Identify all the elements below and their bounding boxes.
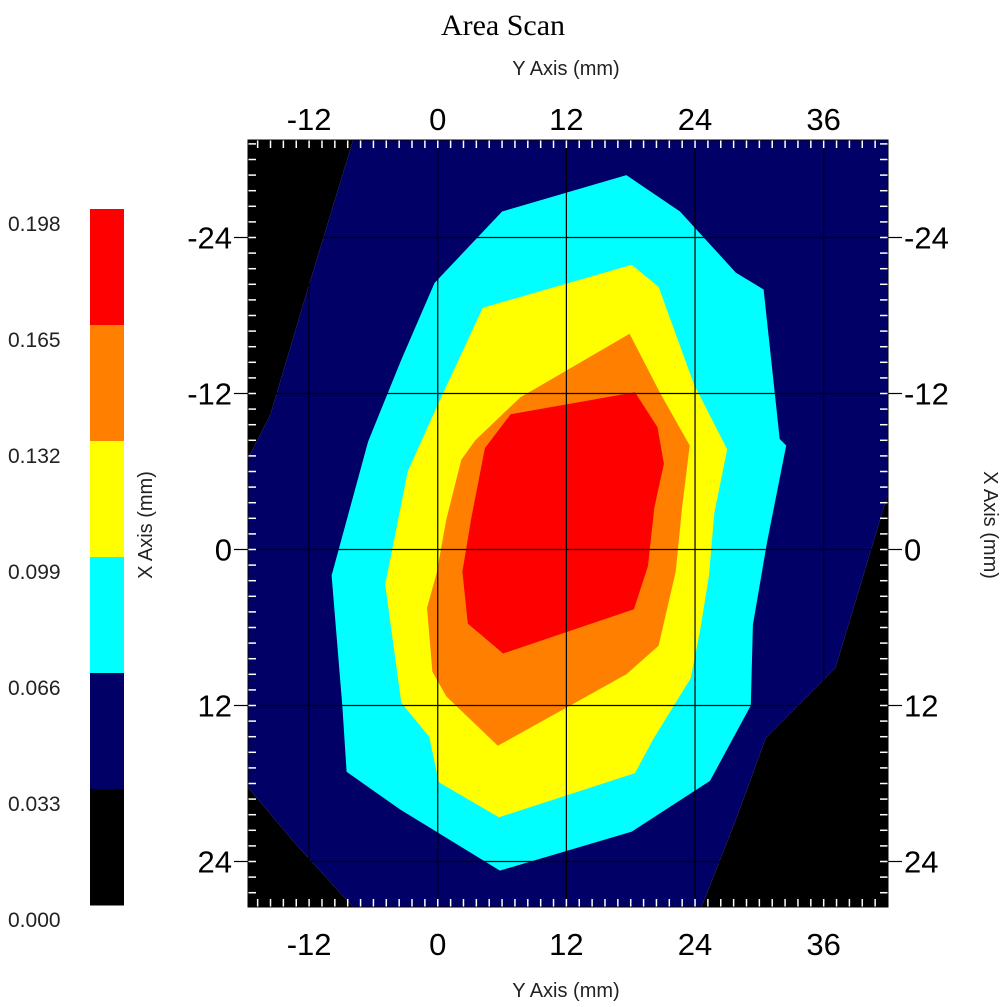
y-tick-label-right-1: -12: [904, 377, 949, 412]
plot-area: [248, 140, 888, 907]
y-tick-label-right-3: 12: [904, 689, 938, 724]
contour-band-5-0: [462, 392, 664, 654]
x-axis-label-top: Y Axis (mm): [512, 58, 619, 80]
y-axis-label-left: X Axis (mm): [135, 471, 157, 579]
colorbar-label-5: 0.033: [8, 793, 61, 816]
colorbar-swatch-3: [90, 557, 124, 674]
minor-ticks: [248, 140, 888, 907]
colorbar-label-1: 0.165: [8, 329, 61, 352]
x-tick-label-bottom-3: 24: [678, 927, 712, 962]
x-tick-label-top-4: 36: [806, 102, 840, 137]
tick-labels: -12 -12 0 0 12 12 24 24 36 36 -24 -24 -12 -12 0 0 12 12 24…: [187, 102, 949, 962]
colorbar-label-0: 0.198: [8, 213, 61, 236]
y-tick-label-right-0: -24: [904, 221, 949, 256]
colorbar-label-4: 0.066: [8, 677, 61, 700]
colorbar-swatch-0: [90, 209, 124, 326]
colorbar: 0.198 0.165 0.132 0.099 0.066 0.033 0.000: [8, 209, 124, 932]
x-tick-label-bottom-4: 36: [806, 927, 840, 962]
colorbar-label-3: 0.099: [8, 561, 61, 584]
y-tick-label-left-0: -24: [187, 221, 232, 256]
colorbar-swatch-1: [90, 325, 124, 442]
x-tick-label-bottom-1: 0: [429, 927, 446, 962]
colorbar-label-6: 0.000: [8, 909, 61, 932]
contour-band-0-1: [248, 787, 354, 907]
colorbar-label-2: 0.132: [8, 445, 61, 468]
x-axis-label-bottom: Y Axis (mm): [512, 980, 619, 1002]
y-tick-label-left-4: 24: [198, 845, 232, 880]
colorbar-swatch-5: [90, 789, 124, 906]
y-tick-label-right-2: 0: [904, 533, 921, 568]
y-tick-label-right-4: 24: [904, 845, 938, 880]
y-axis-label-right: X Axis (mm): [979, 471, 1001, 579]
plot-frame: [247, 139, 889, 908]
x-tick-label-top-1: 0: [429, 102, 446, 137]
x-tick-label-bottom-0: -12: [287, 927, 332, 962]
x-tick-label-top-3: 24: [678, 102, 712, 137]
contour-band-0-2: [701, 493, 888, 907]
colorbar-swatch-2: [90, 441, 124, 558]
chart-title: Area Scan: [441, 9, 565, 42]
gridlines: [248, 140, 888, 907]
contour-band-0-0: [248, 140, 354, 459]
x-tick-label-top-2: 12: [549, 102, 583, 137]
x-tick-label-top-0: -12: [287, 102, 332, 137]
y-tick-label-left-1: -12: [187, 377, 232, 412]
x-tick-label-bottom-2: 12: [549, 927, 583, 962]
y-tick-label-left-3: 12: [198, 689, 232, 724]
y-tick-label-left-2: 0: [215, 533, 232, 568]
colorbar-swatch-4: [90, 673, 124, 790]
